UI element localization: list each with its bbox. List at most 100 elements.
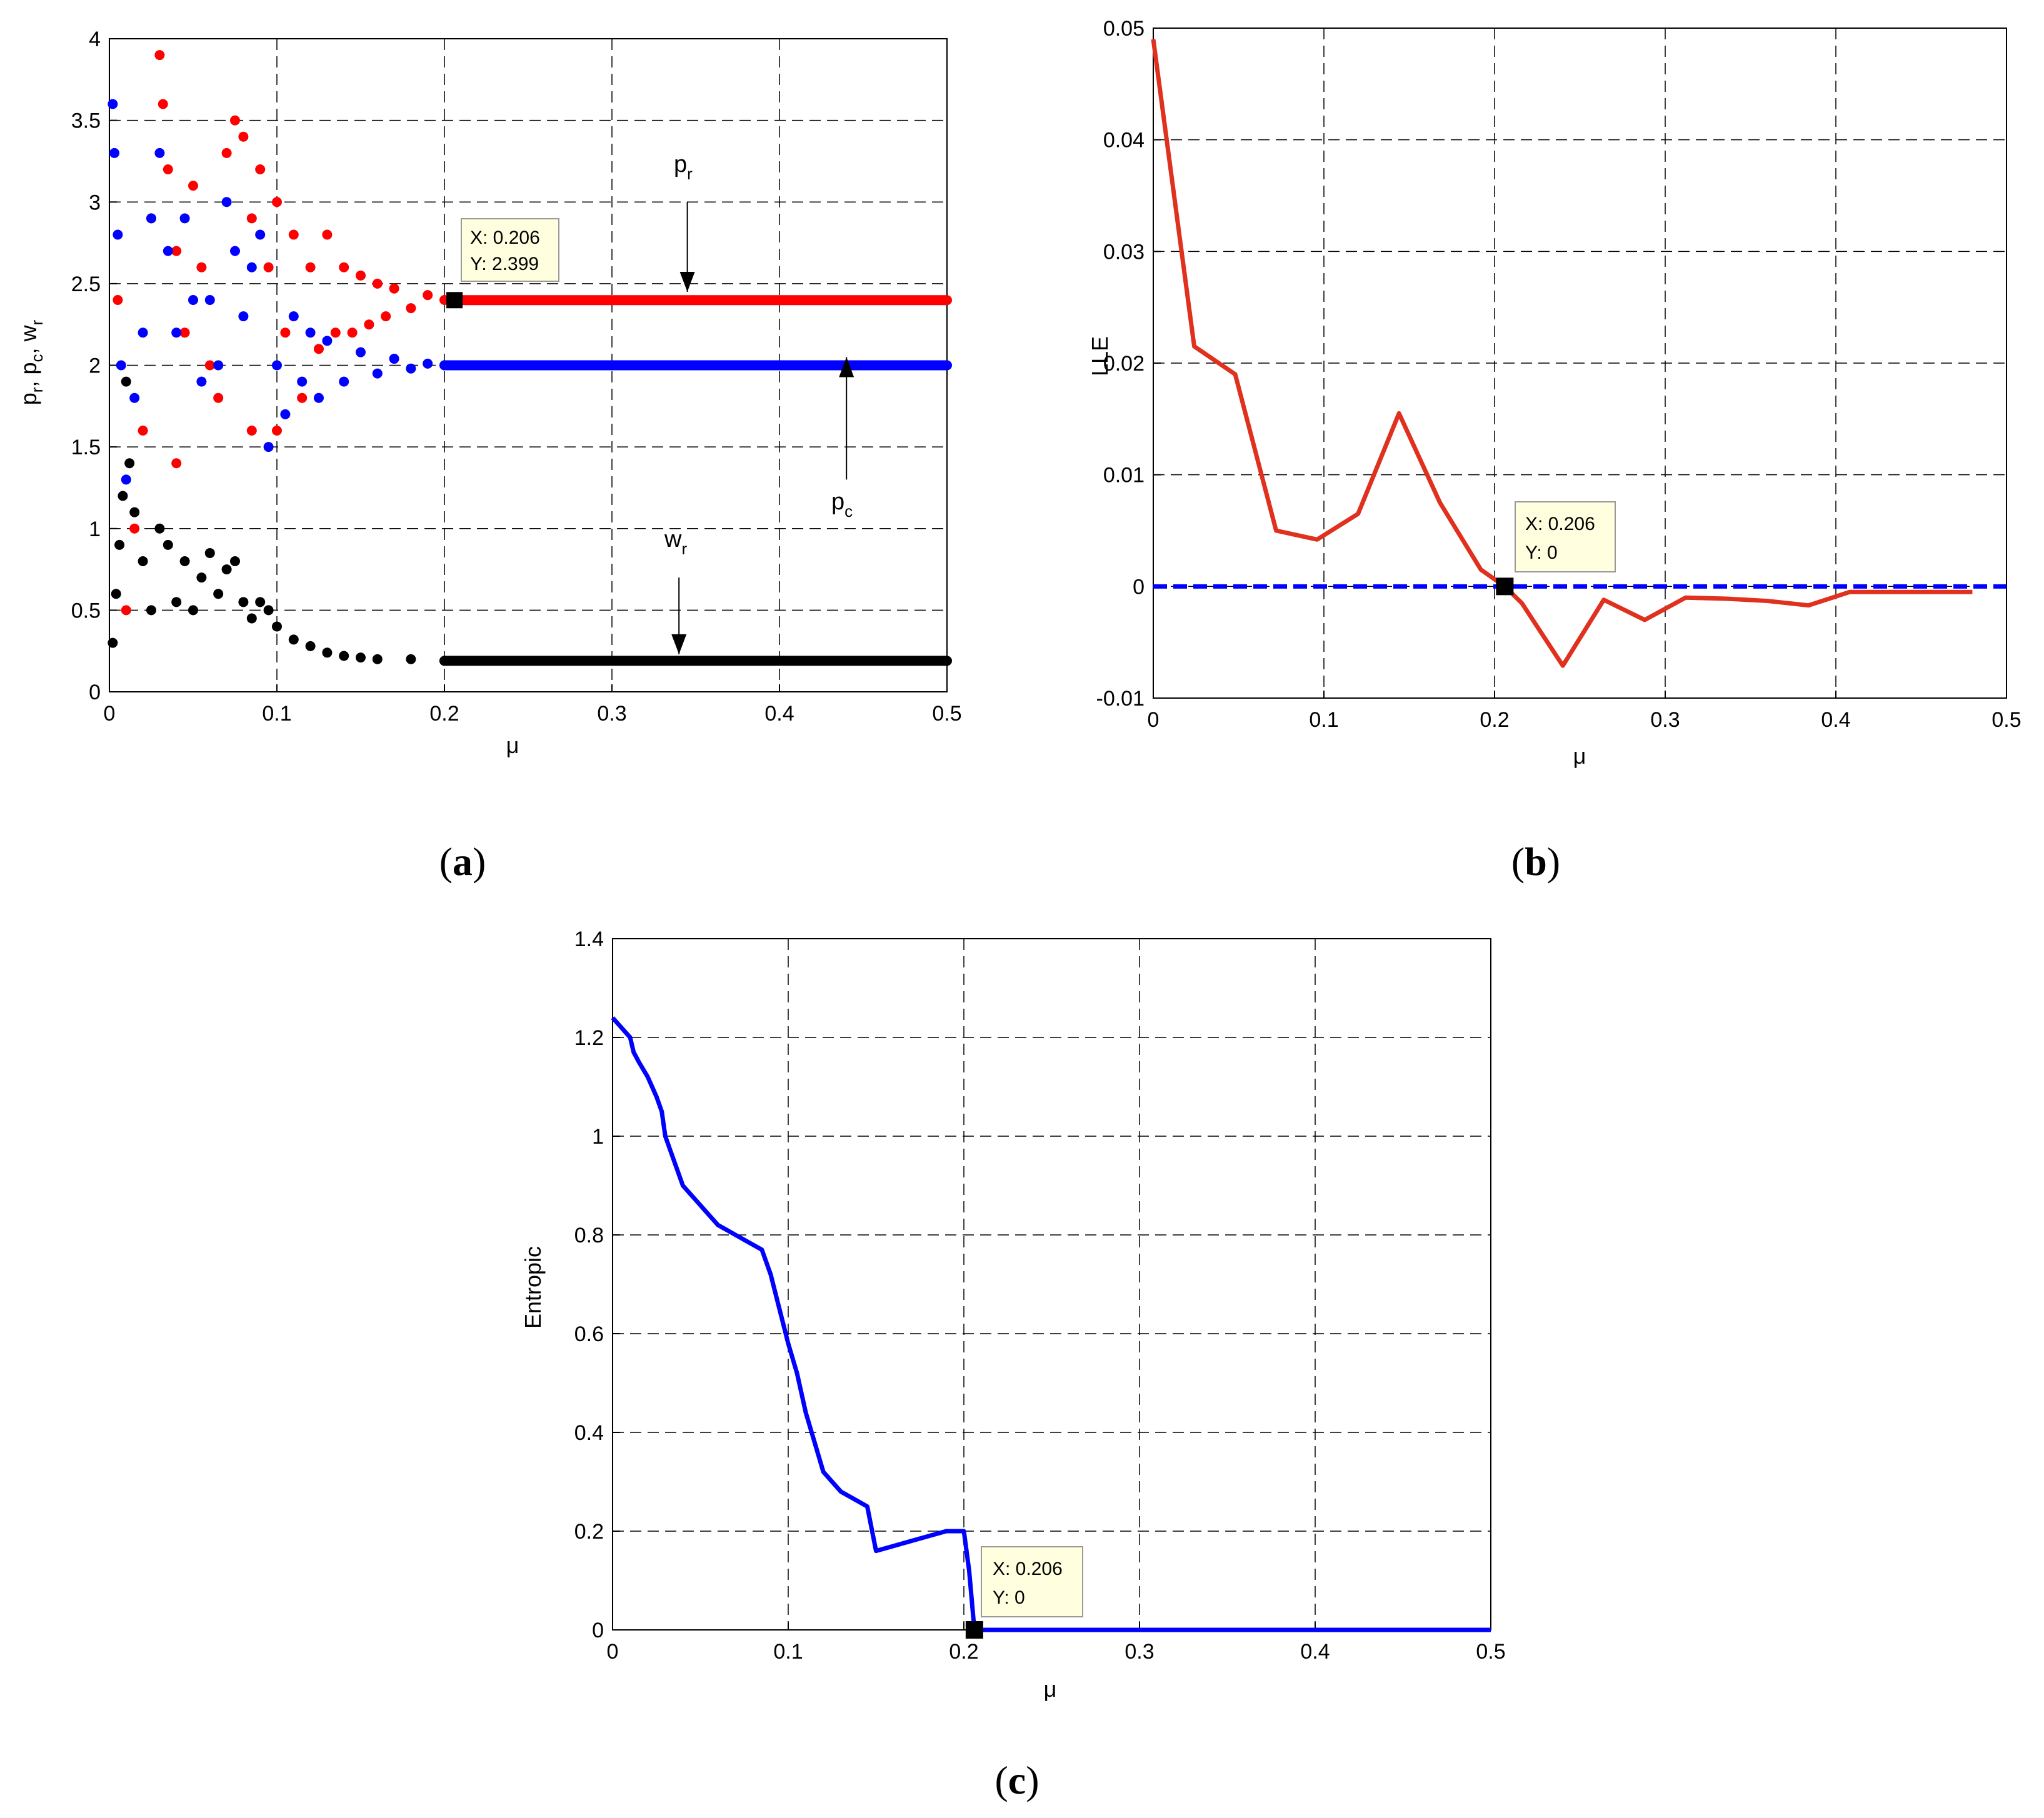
data-point-pc [238, 311, 249, 322]
datatip-x-a: X: 0.206 [470, 227, 540, 248]
tick-label-y: 3.5 [71, 109, 101, 133]
tick-label-x: 0.3 [597, 702, 626, 726]
data-point-pc [221, 197, 232, 207]
tick-label-y: 0.03 [1103, 240, 1145, 264]
grid-b: 0 0.1 0.2 0.3 0.4 0.5-0.0100.010.020.030.040.… [1096, 17, 2021, 732]
data-point-pc [204, 295, 215, 305]
caption-a: (a) [439, 839, 486, 884]
data-point-pr [322, 229, 333, 240]
data-point-pr [272, 197, 282, 207]
data-point-wr [188, 605, 198, 616]
data-point-wr [238, 597, 249, 607]
marks-a [108, 50, 952, 666]
plot-area-c [612, 938, 1491, 1631]
data-point-pc [314, 392, 324, 403]
data-point-wr [255, 597, 266, 607]
data-point-wr [322, 647, 333, 658]
data-point-pr [113, 295, 123, 305]
tick-label-y: 0.5 [71, 599, 101, 622]
tick-label-y: 1.2 [574, 1026, 604, 1050]
data-point-pc [154, 147, 165, 158]
data-point-pc [356, 347, 366, 357]
tick-label-x: 0.1 [262, 702, 291, 726]
data-point-pc [179, 213, 190, 224]
tick-label-y: 2.5 [71, 272, 101, 296]
data-point-pc [230, 246, 240, 256]
panel-a: 0 0.1 0.2 0.3 0.4 0.5 0 0.5 1 1.5 2 2.5 3 3.5 4 pr pc … [16, 27, 962, 884]
tick-label-y: 4 [89, 27, 101, 51]
data-point-wr [171, 597, 182, 607]
datatip-y-b: Y: 0 [1525, 542, 1558, 563]
ylabel-a: pr, pc, wr [16, 319, 46, 405]
annotations-a: pr pc wr [664, 151, 854, 654]
datatip-marker-c [965, 1621, 983, 1639]
annotation-arrowhead [671, 634, 687, 654]
tick-label-x: 0.3 [1650, 708, 1680, 732]
data-point-pc [255, 229, 266, 240]
tick-label-y: 0.02 [1103, 352, 1145, 376]
data-point-pr [305, 262, 316, 272]
tick-label-y: -0.01 [1096, 687, 1145, 711]
data-point-pr [297, 392, 308, 403]
tick-label-x: 0 [1148, 708, 1160, 732]
data-point-wr [263, 605, 274, 616]
data-point-wr [204, 547, 215, 558]
tick-label-y: 1.4 [574, 927, 604, 951]
series-line-lle [1151, 39, 1973, 668]
data-point-pr [347, 327, 358, 338]
data-point-pr [406, 303, 416, 314]
tick-label-y: 0.8 [574, 1224, 604, 1247]
tick-label-x: 0.4 [764, 702, 794, 726]
data-point-wr [406, 654, 416, 664]
panel-b: 0 0.1 0.2 0.3 0.4 0.5-0.0100.010.020.030.040.… [1087, 17, 2021, 884]
data-point-wr [118, 491, 128, 501]
annotation-label-pr: pr [674, 151, 693, 183]
tick-label-x: 0.5 [932, 702, 961, 726]
data-point-pr [204, 360, 215, 371]
tick-label-y: 3 [89, 191, 101, 214]
data-point-wr [121, 376, 131, 387]
data-point-pc [116, 360, 126, 371]
annotation-arrowhead [679, 271, 695, 292]
data-point-pr [196, 262, 207, 272]
data-point-pc [146, 213, 156, 224]
data-point-pr [372, 278, 383, 289]
data-point-pr [230, 115, 240, 126]
data-point-pc [196, 376, 207, 387]
data-point-pc [263, 442, 274, 452]
data-point-pr [314, 344, 324, 354]
annotation-label-wr: wr [664, 526, 687, 558]
data-point-pc [280, 409, 291, 419]
tick-label-x: 0.5 [1476, 1640, 1505, 1664]
datatip-x-c: X: 0.206 [993, 1559, 1063, 1579]
data-point-pr [129, 523, 140, 534]
tick-label-y: 1 [89, 517, 101, 541]
data-point-pr [255, 164, 266, 174]
tick-label-x: 0.1 [773, 1640, 803, 1664]
tick-label-y: 0 [89, 681, 101, 704]
data-point-pc [109, 147, 120, 158]
data-point-wr [196, 572, 207, 583]
xlabel-a: μ [506, 732, 519, 758]
datatip-a: X: 0.206 Y: 2.399 [461, 218, 559, 282]
data-point-wr [108, 637, 118, 648]
data-point-pc [339, 376, 349, 387]
panel-c: 0 0.1 0.2 0.3 0.4 0.5 0 0.2 0.4 0.6 0.8 1 1.2 1.4 X: … [520, 927, 1506, 1802]
data-point-pr [423, 290, 433, 301]
tick-label-x: 0.4 [1821, 708, 1850, 732]
caption-c: (c) [994, 1758, 1039, 1802]
data-point-pr [330, 327, 341, 338]
data-point-pc [163, 246, 173, 256]
data-point-wr [213, 589, 224, 599]
data-point-wr [111, 589, 121, 599]
datatip-b: X: 0.206 Y: 0 [1515, 501, 1616, 572]
data-point-pc [322, 336, 333, 346]
data-point-pr [188, 181, 198, 191]
tick-label-y: 0.04 [1103, 129, 1145, 152]
data-point-pr [339, 262, 349, 272]
datatip-marker-a [446, 292, 463, 309]
tick-label-y: 0.05 [1103, 17, 1145, 41]
data-point-pc [188, 295, 198, 305]
data-point-pr [171, 246, 182, 256]
